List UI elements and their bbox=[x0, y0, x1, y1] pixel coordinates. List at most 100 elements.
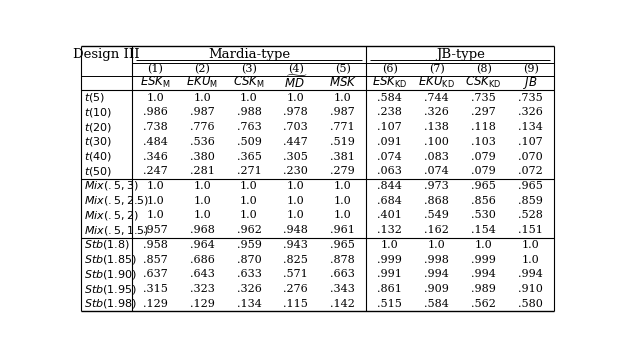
Text: (5): (5) bbox=[335, 64, 351, 74]
Text: .999: .999 bbox=[471, 255, 496, 265]
Text: $\mathit{EKU}_{\mathrm{M}}$: $\mathit{EKU}_{\mathrm{M}}$ bbox=[186, 75, 218, 91]
Text: .965: .965 bbox=[330, 240, 355, 250]
Text: .991: .991 bbox=[377, 269, 402, 279]
Text: .965: .965 bbox=[471, 181, 496, 191]
Text: 1.0: 1.0 bbox=[240, 93, 258, 103]
Text: .100: .100 bbox=[424, 137, 449, 147]
Text: $t(5)$: $t(5)$ bbox=[84, 91, 105, 104]
Text: .247: .247 bbox=[143, 166, 167, 176]
Text: .305: .305 bbox=[283, 152, 308, 161]
Text: .959: .959 bbox=[236, 240, 262, 250]
Text: .519: .519 bbox=[330, 137, 355, 147]
Text: JB-type: JB-type bbox=[436, 47, 485, 61]
Text: 1.0: 1.0 bbox=[287, 196, 304, 206]
Text: (8): (8) bbox=[476, 64, 492, 74]
Text: 1.0: 1.0 bbox=[522, 255, 539, 265]
Text: .763: .763 bbox=[237, 122, 262, 132]
Text: .580: .580 bbox=[518, 299, 543, 309]
Text: $t(40)$: $t(40)$ bbox=[84, 150, 112, 163]
Text: .326: .326 bbox=[236, 284, 262, 294]
Text: .323: .323 bbox=[190, 284, 215, 294]
Text: .684: .684 bbox=[377, 196, 402, 206]
Text: 1.0: 1.0 bbox=[146, 210, 164, 221]
Text: .994: .994 bbox=[518, 269, 543, 279]
Text: $Mix(.5, 2)$: $Mix(.5, 2)$ bbox=[84, 209, 138, 222]
Text: .999: .999 bbox=[377, 255, 402, 265]
Text: .987: .987 bbox=[190, 107, 215, 117]
Text: .162: .162 bbox=[424, 225, 449, 235]
Text: .401: .401 bbox=[377, 210, 402, 221]
Text: $\mathit{JB}$: $\mathit{JB}$ bbox=[523, 75, 538, 91]
Text: .868: .868 bbox=[424, 196, 449, 206]
Text: .989: .989 bbox=[471, 284, 496, 294]
Text: .083: .083 bbox=[424, 152, 449, 161]
Text: $\mathit{MSK}$: $\mathit{MSK}$ bbox=[329, 76, 356, 90]
Text: .686: .686 bbox=[190, 255, 215, 265]
Text: $Mix(.5, 1.5)$: $Mix(.5, 1.5)$ bbox=[84, 224, 149, 237]
Text: .957: .957 bbox=[143, 225, 167, 235]
Text: .643: .643 bbox=[190, 269, 215, 279]
Text: .230: .230 bbox=[283, 166, 308, 176]
Text: .844: .844 bbox=[377, 181, 402, 191]
Text: .988: .988 bbox=[236, 107, 262, 117]
Text: .994: .994 bbox=[471, 269, 496, 279]
Text: .703: .703 bbox=[283, 122, 308, 132]
Text: .744: .744 bbox=[424, 93, 449, 103]
Text: .132: .132 bbox=[377, 225, 402, 235]
Text: Design III: Design III bbox=[73, 47, 140, 61]
Text: 1.0: 1.0 bbox=[381, 240, 399, 250]
Text: .878: .878 bbox=[330, 255, 355, 265]
Text: .663: .663 bbox=[330, 269, 355, 279]
Text: 1.0: 1.0 bbox=[193, 181, 211, 191]
Text: Mardia-type: Mardia-type bbox=[208, 47, 290, 61]
Text: .961: .961 bbox=[330, 225, 355, 235]
Text: .536: .536 bbox=[190, 137, 215, 147]
Text: .738: .738 bbox=[143, 122, 167, 132]
Text: 1.0: 1.0 bbox=[287, 210, 304, 221]
Text: .771: .771 bbox=[330, 122, 355, 132]
Text: 1.0: 1.0 bbox=[193, 210, 211, 221]
Text: .986: .986 bbox=[143, 107, 167, 117]
Text: 1.0: 1.0 bbox=[146, 93, 164, 103]
Text: .856: .856 bbox=[471, 196, 496, 206]
Text: $t(20)$: $t(20)$ bbox=[84, 121, 112, 133]
Text: (9): (9) bbox=[523, 64, 539, 74]
Text: (2): (2) bbox=[194, 64, 210, 74]
Text: 1.0: 1.0 bbox=[334, 196, 352, 206]
Text: .343: .343 bbox=[330, 284, 355, 294]
Text: .825: .825 bbox=[283, 255, 308, 265]
Text: .964: .964 bbox=[190, 240, 215, 250]
Text: .129: .129 bbox=[143, 299, 167, 309]
Text: .943: .943 bbox=[283, 240, 308, 250]
Text: .994: .994 bbox=[424, 269, 449, 279]
Text: .584: .584 bbox=[377, 93, 402, 103]
Text: .948: .948 bbox=[283, 225, 308, 235]
Text: .115: .115 bbox=[283, 299, 308, 309]
Text: $Mix(.5, 3)$: $Mix(.5, 3)$ bbox=[84, 179, 138, 193]
Text: 1.0: 1.0 bbox=[146, 181, 164, 191]
Text: .987: .987 bbox=[330, 107, 355, 117]
Text: .107: .107 bbox=[378, 122, 402, 132]
Text: .326: .326 bbox=[424, 107, 449, 117]
Text: .281: .281 bbox=[190, 166, 215, 176]
Text: .562: .562 bbox=[471, 299, 496, 309]
Text: .859: .859 bbox=[518, 196, 543, 206]
Text: .978: .978 bbox=[283, 107, 308, 117]
Text: .079: .079 bbox=[471, 152, 496, 161]
Text: .151: .151 bbox=[518, 225, 543, 235]
Text: .965: .965 bbox=[518, 181, 543, 191]
Text: .315: .315 bbox=[143, 284, 167, 294]
Text: $\mathit{CSK}_{\mathrm{KD}}$: $\mathit{CSK}_{\mathrm{KD}}$ bbox=[466, 75, 502, 91]
Text: $t(30)$: $t(30)$ bbox=[84, 135, 112, 148]
Text: .584: .584 bbox=[424, 299, 449, 309]
Text: .484: .484 bbox=[143, 137, 167, 147]
Text: 1.0: 1.0 bbox=[334, 210, 352, 221]
Text: .063: .063 bbox=[377, 166, 402, 176]
Text: .962: .962 bbox=[236, 225, 262, 235]
Text: $\mathit{ESK}_{\mathrm{KD}}$: $\mathit{ESK}_{\mathrm{KD}}$ bbox=[372, 75, 407, 91]
Text: .118: .118 bbox=[471, 122, 496, 132]
Text: .998: .998 bbox=[424, 255, 449, 265]
Text: 1.0: 1.0 bbox=[146, 196, 164, 206]
Text: .909: .909 bbox=[424, 284, 449, 294]
Text: .633: .633 bbox=[236, 269, 262, 279]
